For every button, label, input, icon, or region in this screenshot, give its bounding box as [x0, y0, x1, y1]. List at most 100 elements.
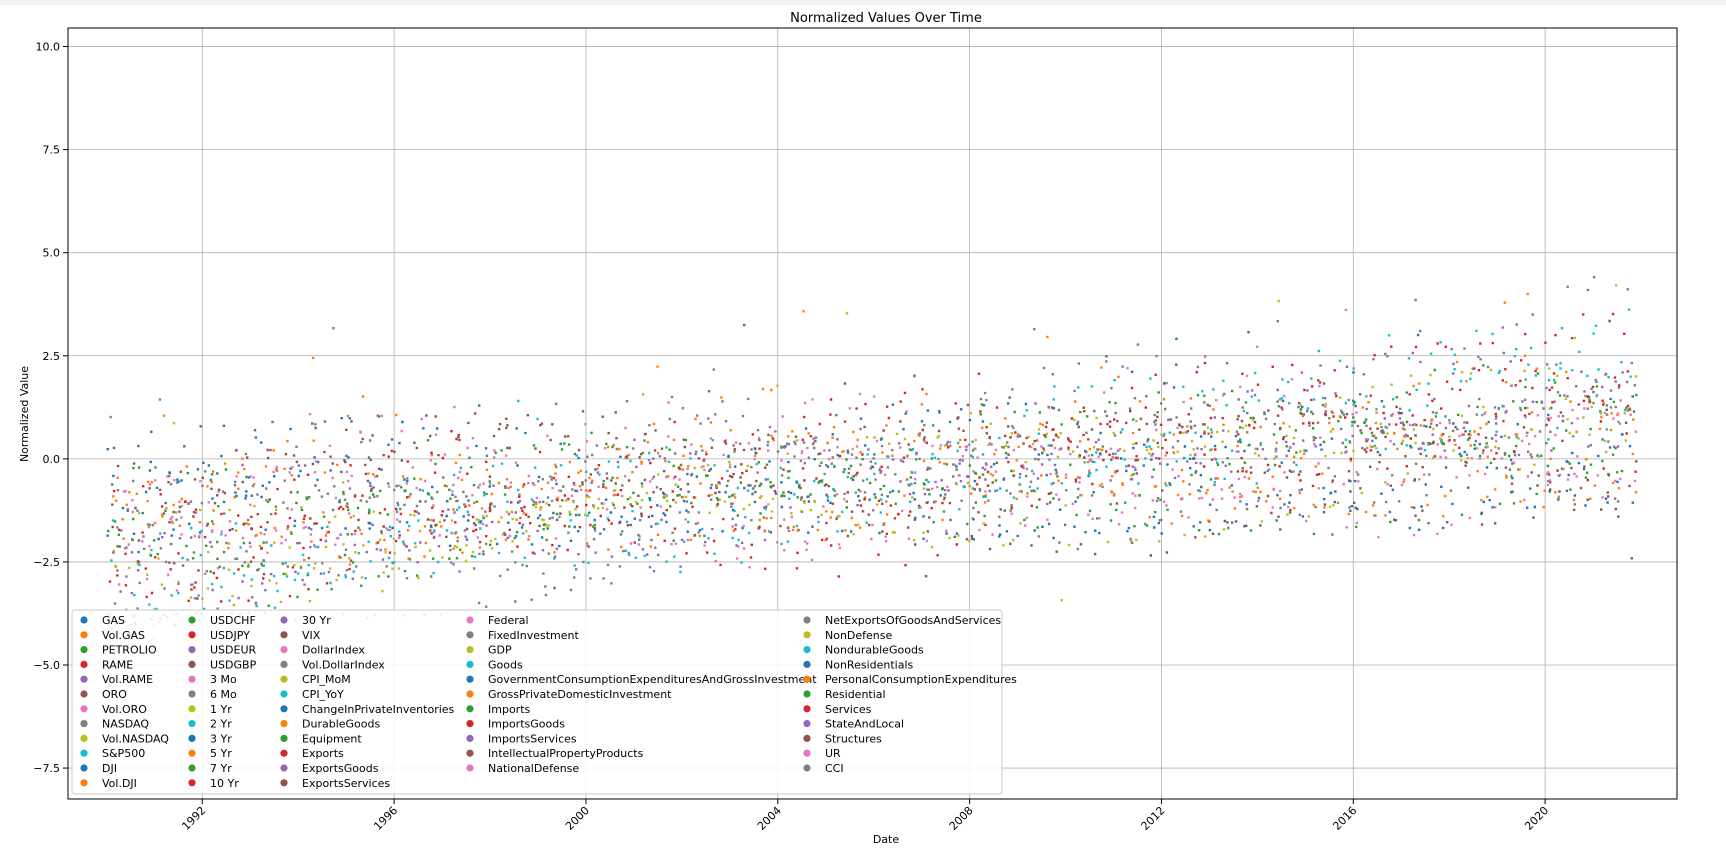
legend-label: S&P500: [102, 747, 145, 760]
legend-label: 10 Yr: [210, 777, 239, 790]
legend-label: ExportsServices: [302, 777, 390, 790]
legend-label: 3 Yr: [210, 732, 232, 745]
legend-marker: [466, 616, 474, 624]
legend-label: ChangeInPrivateInventories: [302, 703, 455, 716]
legend-label: DJI: [102, 762, 117, 775]
top-strip: [0, 0, 1726, 5]
legend-marker: [188, 675, 196, 683]
legend-marker: [466, 646, 474, 654]
legend-label: USDGBP: [210, 658, 257, 671]
chart-title: Normalized Values Over Time: [790, 11, 982, 26]
legend-label: 5 Yr: [210, 747, 232, 760]
legend-marker: [280, 705, 288, 713]
legend-marker: [803, 646, 811, 654]
series-marker-path: [109, 298, 1617, 526]
y-tick-label: −2.5: [33, 556, 60, 569]
legend-marker: [280, 734, 288, 743]
legend-marker: [803, 675, 811, 683]
legend-label: Vol.GAS: [102, 629, 145, 642]
legend-marker: [280, 690, 288, 698]
legend-label: GAS: [102, 614, 125, 627]
series-points: [121, 374, 1624, 527]
legend-marker: [188, 690, 196, 698]
legend-label: NonResidentials: [825, 658, 914, 671]
legend-label: DollarIndex: [302, 644, 365, 657]
legend-label: GrossPrivateDomesticInvestment: [488, 688, 672, 701]
legend-marker: [188, 631, 196, 639]
legend-marker: [466, 705, 474, 713]
legend-label: CCI: [825, 762, 844, 775]
data-points: [106, 276, 1638, 640]
legend-marker: [803, 734, 811, 743]
y-tick-label: −5.0: [33, 659, 60, 672]
legend-label: 2 Yr: [210, 718, 232, 731]
legend-label: Vol.ORO: [102, 703, 147, 716]
legend-label: Residential: [825, 688, 886, 701]
legend-marker: [80, 690, 88, 698]
legend-marker: [466, 734, 474, 743]
y-tick-label: 7.5: [43, 144, 61, 157]
legend-label: DurableGoods: [302, 718, 380, 731]
legend-marker: [80, 616, 88, 624]
legend-marker: [188, 660, 196, 669]
y-tick-label: −7.5: [33, 762, 60, 775]
legend-marker: [188, 646, 196, 654]
legend-marker: [280, 764, 288, 772]
legend-marker: [280, 675, 288, 683]
y-tick-label: 2.5: [43, 350, 61, 363]
legend-label: USDEUR: [210, 644, 257, 657]
legend-marker: [280, 720, 288, 728]
legend-marker: [803, 631, 811, 639]
legend-marker: [466, 764, 474, 772]
legend-label: FixedInvestment: [488, 629, 579, 642]
legend-marker: [466, 675, 474, 683]
series-points: [116, 335, 1635, 489]
legend-marker: [466, 631, 474, 639]
legend-label: Vol.RAME: [102, 673, 153, 686]
legend-marker: [80, 660, 88, 669]
legend-marker: [280, 646, 288, 654]
y-tick-label: 5.0: [43, 247, 61, 260]
legend-label: Equipment: [302, 732, 362, 745]
legend-label: 30 Yr: [302, 614, 331, 627]
legend-marker: [80, 749, 88, 757]
legend-box: [71, 609, 1003, 795]
y-axis-label: Normalized Value: [18, 366, 31, 462]
legend-label: USDCHF: [210, 614, 256, 627]
legend-label: GDP: [488, 644, 512, 657]
legend-marker: [188, 764, 196, 772]
legend-label: UR: [825, 747, 841, 760]
legend-label: Exports: [302, 747, 344, 760]
legend-marker: [188, 749, 196, 757]
series-points: [109, 298, 1617, 526]
series-marker-path: [116, 335, 1635, 489]
legend-label: VIX: [302, 629, 321, 642]
legend-marker: [466, 749, 474, 757]
plot-frame: [67, 27, 1678, 800]
legend-label: NonDefense: [825, 629, 893, 642]
legend-label: Structures: [825, 732, 882, 745]
legend-label: IntellectualPropertyProducts: [488, 747, 644, 760]
legend-marker: [803, 616, 811, 624]
legend-label: RAME: [102, 658, 133, 671]
legend-marker: [80, 764, 88, 772]
legend-label: ImportsServices: [488, 732, 577, 745]
legend-marker: [80, 705, 88, 713]
legend-label: Vol.DollarIndex: [302, 658, 385, 671]
legend-label: ImportsGoods: [488, 718, 565, 731]
legend-marker: [803, 764, 811, 772]
legend-marker: [803, 749, 811, 757]
legend-label: Vol.DJI: [102, 777, 137, 790]
legend-marker: [803, 705, 811, 713]
legend-label: 3 Mo: [210, 673, 237, 686]
legend-marker: [80, 779, 88, 787]
legend-label: CPI_MoM: [302, 673, 351, 686]
legend-label: Goods: [488, 658, 523, 671]
legend-label: Federal: [488, 614, 529, 627]
legend-marker: [280, 660, 288, 669]
legend-label: NASDAQ: [102, 718, 149, 731]
legend-marker: [80, 720, 88, 728]
legend-label: PersonalConsumptionExpenditures: [825, 673, 1017, 686]
legend-marker: [803, 720, 811, 728]
